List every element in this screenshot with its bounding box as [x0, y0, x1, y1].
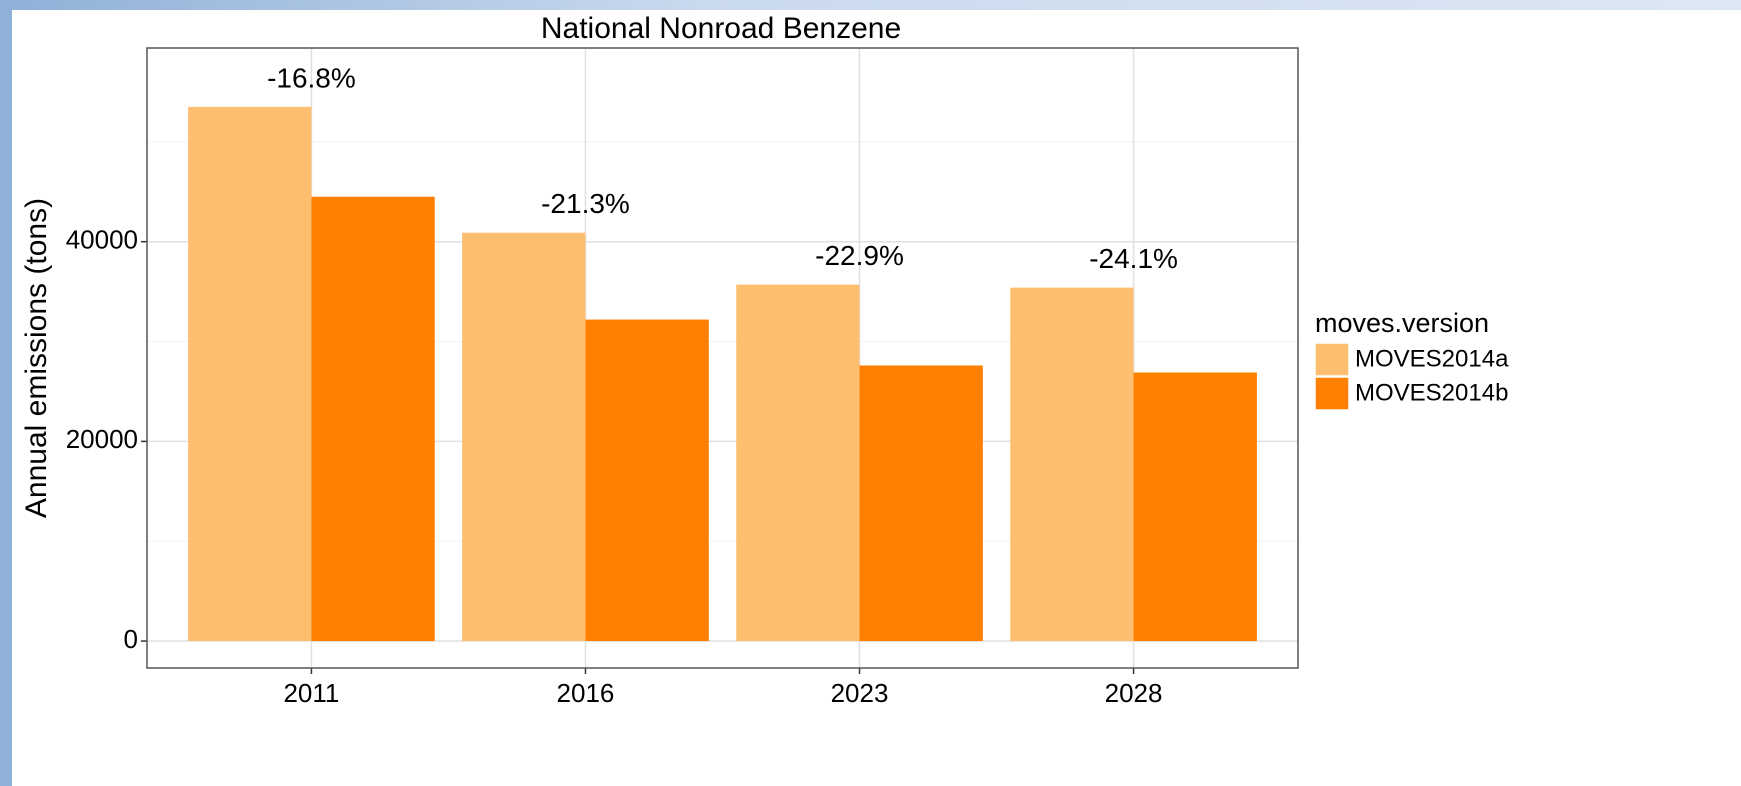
y-tick-label: 40000 [66, 225, 138, 255]
bar [736, 284, 860, 642]
annotation: -21.3% [541, 188, 630, 219]
x-tick-label: 2028 [1105, 678, 1163, 708]
bar [462, 232, 586, 642]
annotation: -16.8% [267, 62, 356, 93]
plot-border [146, 47, 1299, 669]
legend-title: moves.version [1315, 308, 1489, 338]
y-tick-label: 20000 [66, 424, 138, 454]
y-tick-label: 0 [124, 624, 138, 654]
legend-key [1314, 342, 1350, 377]
annotation: -22.9% [815, 240, 904, 271]
legend-label: MOVES2014a [1355, 345, 1509, 372]
bar [1010, 287, 1134, 642]
bar [585, 319, 709, 642]
legend-key [1314, 376, 1350, 411]
bar [859, 365, 983, 642]
x-tick-label: 2023 [831, 678, 889, 708]
y-axis-label: Annual emissions (tons) [20, 198, 53, 518]
x-tick-label: 2016 [557, 678, 615, 708]
bar [188, 106, 312, 642]
bar [311, 196, 435, 642]
legend-label: MOVES2014b [1355, 379, 1508, 406]
x-tick-label: 2011 [283, 678, 339, 708]
bar [1133, 372, 1257, 642]
annotation: -24.1% [1089, 243, 1178, 274]
chart-title: National Nonroad Benzene [541, 12, 901, 45]
